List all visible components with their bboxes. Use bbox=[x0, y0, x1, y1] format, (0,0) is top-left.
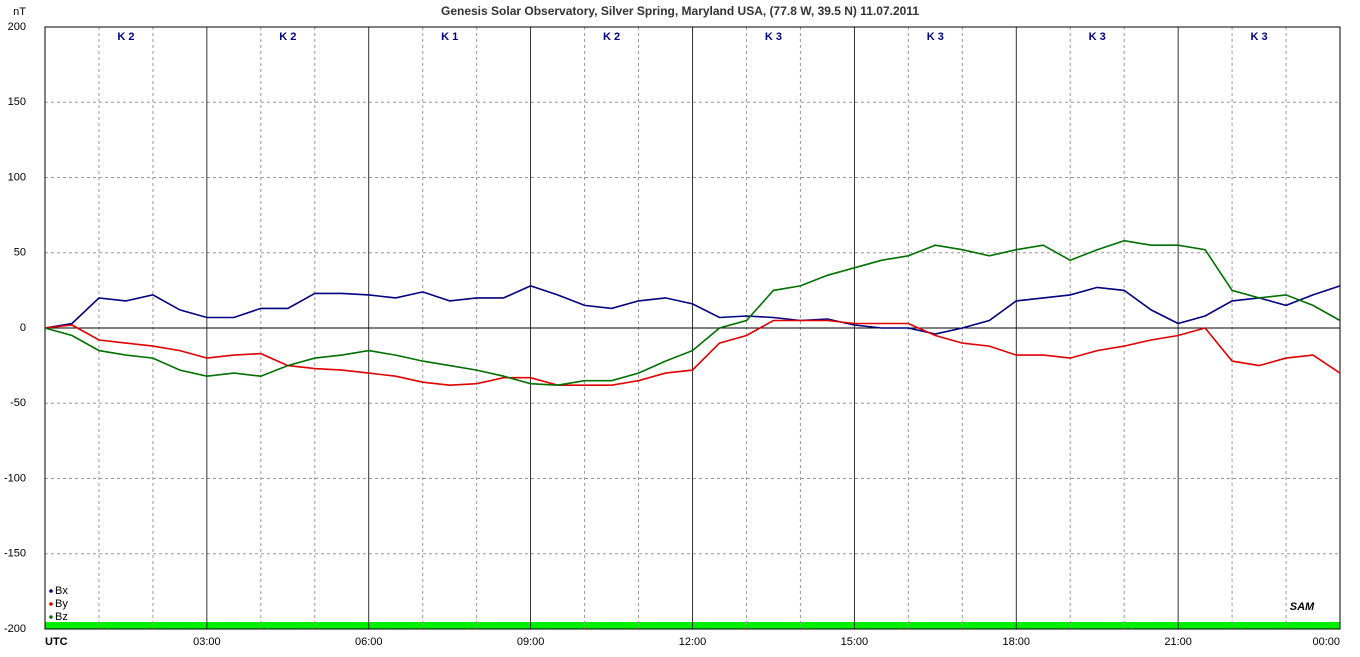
y-tick-label: 50 bbox=[14, 247, 26, 259]
x-tick-label: 12:00 bbox=[679, 636, 707, 648]
legend-marker bbox=[49, 615, 53, 619]
x-tick-label: 15:00 bbox=[841, 636, 869, 648]
legend-marker bbox=[49, 589, 53, 593]
k-index-label: K 2 bbox=[279, 31, 296, 43]
y-tick-label: 100 bbox=[8, 171, 26, 183]
logo: SAM bbox=[1290, 601, 1315, 613]
data-line bbox=[44, 239, 1341, 387]
y-axis-label: nT bbox=[13, 6, 26, 18]
data-line bbox=[44, 285, 1341, 335]
y-tick-label: -150 bbox=[4, 548, 26, 560]
k-index-label: K 3 bbox=[1251, 31, 1268, 43]
y-tick-label: -50 bbox=[10, 397, 26, 409]
legend-marker bbox=[49, 602, 53, 606]
k-index-label: K 1 bbox=[441, 31, 458, 43]
legend-label: Bz bbox=[55, 611, 68, 623]
y-tick-label: 0 bbox=[20, 322, 26, 334]
x-tick-label: 00:00 bbox=[1312, 636, 1340, 648]
legend-label: Bx bbox=[55, 585, 68, 597]
y-tick-label: -100 bbox=[4, 472, 26, 484]
x-tick-label: 09:00 bbox=[517, 636, 545, 648]
k-index-label: K 3 bbox=[1089, 31, 1106, 43]
chart-title: Genesis Solar Observatory, Silver Spring… bbox=[441, 4, 919, 18]
data-line bbox=[44, 319, 1341, 387]
x-tick-label: UTC bbox=[45, 636, 68, 648]
y-tick-label: 150 bbox=[8, 96, 26, 108]
k-index-label: K 2 bbox=[117, 31, 134, 43]
x-tick-label: 03:00 bbox=[193, 636, 221, 648]
y-tick-label: 200 bbox=[8, 21, 26, 33]
k-index-label: K 3 bbox=[927, 31, 944, 43]
x-tick-label: 18:00 bbox=[1002, 636, 1030, 648]
legend-label: By bbox=[55, 598, 68, 610]
k-index-label: K 3 bbox=[765, 31, 782, 43]
k-index-label: K 2 bbox=[603, 31, 620, 43]
x-tick-label: 21:00 bbox=[1164, 636, 1192, 648]
x-tick-label: 06:00 bbox=[355, 636, 383, 648]
y-tick-label: -200 bbox=[4, 623, 26, 635]
